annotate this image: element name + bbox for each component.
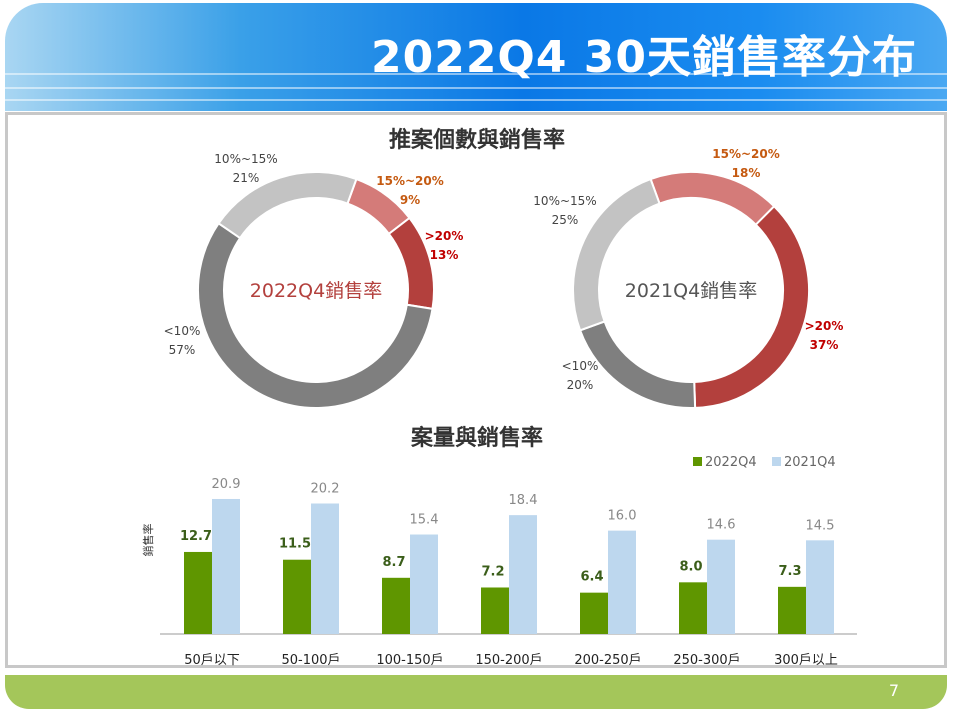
- bar-2021Q4: [311, 503, 339, 634]
- slice-value: 37%: [810, 338, 839, 352]
- x-tick-label: 250-300戶: [673, 653, 740, 668]
- x-tick-label: 150-200戶: [475, 653, 542, 668]
- bar-data-label: 14.6: [707, 518, 736, 533]
- legend-label: 2022Q4: [705, 455, 757, 470]
- bar-2022Q4: [283, 559, 311, 634]
- bar-data-label: 6.4: [580, 570, 603, 585]
- slice-label: >20%: [425, 229, 464, 243]
- bar-data-label: 8.0: [679, 559, 702, 574]
- page-number: 7: [888, 681, 899, 700]
- legend-swatch: [772, 457, 781, 466]
- slice-label: 10%~15%: [214, 152, 277, 166]
- y-axis-label: 銷售率: [141, 524, 155, 557]
- x-tick-label: 100-150戶: [376, 653, 443, 668]
- slice-label: 15%~20%: [376, 174, 444, 188]
- x-tick-label: 50戶以下: [184, 653, 240, 668]
- donut-slice: [572, 177, 661, 332]
- bar-data-label: 8.7: [382, 555, 405, 570]
- slice-value: 13%: [430, 248, 459, 262]
- bar-data-label: 12.7: [180, 529, 212, 544]
- slice-value: 20%: [567, 378, 594, 392]
- donut-slice: [217, 171, 358, 240]
- bar-data-label: 15.4: [410, 513, 439, 528]
- bar-2022Q4: [679, 582, 707, 634]
- bar-data-label: 20.2: [311, 482, 340, 497]
- bar-data-label: 14.5: [806, 518, 835, 533]
- x-tick-label: 200-250戶: [574, 653, 641, 668]
- slice-label: 15%~20%: [712, 147, 780, 161]
- legend-swatch: [693, 457, 702, 466]
- bar-2022Q4: [580, 592, 608, 634]
- bar-data-label: 7.2: [481, 564, 504, 579]
- slice-label: <10%: [164, 324, 201, 338]
- bar-2021Q4: [608, 530, 636, 634]
- x-tick-label: 300戶以上: [774, 653, 838, 668]
- bar-2021Q4: [806, 540, 834, 634]
- bar-2021Q4: [212, 498, 240, 634]
- slice-value: 57%: [169, 343, 196, 357]
- donut-slice: [197, 221, 434, 409]
- bar-data-label: 11.5: [279, 537, 311, 552]
- bar-2021Q4: [509, 515, 537, 634]
- bar-2021Q4: [707, 539, 735, 634]
- donut-slice: [693, 204, 810, 409]
- donut-center-label: 2021Q4銷售率: [625, 280, 757, 302]
- slide-title: 2022Q4 30天銷售率分布: [370, 32, 917, 83]
- donut-center-label: 2022Q4銷售率: [250, 280, 382, 302]
- bar-data-label: 18.4: [509, 493, 538, 508]
- bar-chart-title: 案量與銷售率: [410, 426, 543, 451]
- slice-value: 25%: [552, 213, 579, 227]
- bar-data-label: 16.0: [608, 509, 637, 524]
- bar-data-label: 7.3: [778, 564, 801, 579]
- bar-2022Q4: [481, 587, 509, 634]
- bar-data-label: 20.9: [212, 477, 241, 492]
- donut-chart-title: 推案個數與銷售率: [388, 128, 565, 153]
- slice-label: 10%~15%: [533, 194, 596, 208]
- slice-value: 18%: [732, 166, 761, 180]
- content-frame: [5, 112, 947, 668]
- slice-label: <10%: [562, 359, 599, 373]
- legend-label: 2021Q4: [784, 455, 836, 470]
- bar-2022Q4: [778, 586, 806, 634]
- slice-value: 21%: [233, 171, 260, 185]
- slide-header: 2022Q4 30天銷售率分布: [5, 3, 947, 111]
- slice-value: 9%: [400, 193, 420, 207]
- bar-2021Q4: [410, 534, 438, 634]
- bar-2022Q4: [184, 551, 212, 634]
- x-tick-label: 50-100戶: [281, 653, 340, 668]
- slice-label: >20%: [805, 319, 844, 333]
- bar-2022Q4: [382, 577, 410, 634]
- slide-footer: 7: [5, 675, 947, 709]
